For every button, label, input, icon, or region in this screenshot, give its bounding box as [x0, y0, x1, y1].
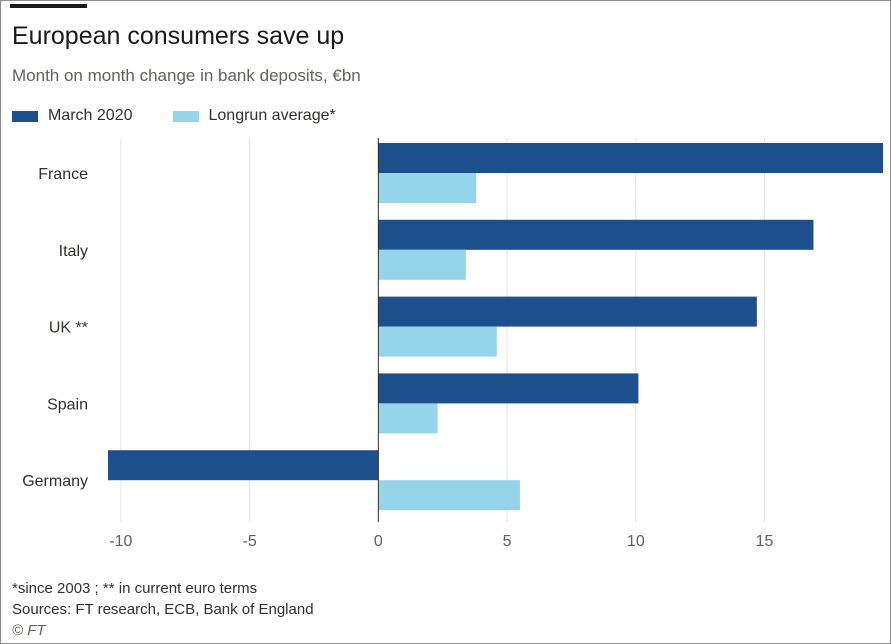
legend-item-longrun-average: Longrun average*	[172, 107, 336, 125]
legend-swatch-longrun-average	[172, 110, 199, 122]
footnote: *since 2003 ; ** in current euro terms	[12, 580, 258, 597]
x-tick-label: 15	[756, 533, 774, 550]
x-tick-label: 10	[627, 533, 645, 550]
top-rule	[10, 4, 87, 8]
legend-label-longrun-average: Longrun average*	[208, 107, 336, 124]
bar-march-2020	[378, 219, 814, 250]
bar-longrun-average	[378, 403, 438, 434]
chart-subtitle: Month on month change in bank deposits, …	[12, 66, 361, 85]
legend-item-march-2020: March 2020	[12, 107, 133, 125]
x-tick-label: 0	[374, 533, 383, 550]
bar-march-2020	[378, 373, 639, 404]
x-tick-label: -5	[242, 533, 256, 550]
bar-longrun-average	[378, 173, 477, 203]
bar-longrun-average	[378, 326, 497, 357]
chart-notes: *since 2003 ; ** in current euro terms S…	[12, 578, 314, 641]
category-label: Spain	[47, 396, 88, 413]
category-label: France	[38, 166, 88, 183]
legend-label-march-2020: March 2020	[48, 107, 133, 124]
x-tick-label: 5	[503, 533, 512, 550]
bar-longrun-average	[378, 249, 466, 280]
legend-swatch-march-2020	[12, 110, 38, 122]
bar-march-2020	[378, 296, 757, 327]
ft-credit: © FT	[12, 622, 46, 639]
bar-march-2020	[108, 450, 379, 481]
category-label: UK **	[49, 320, 88, 337]
x-tick-label: -10	[109, 533, 132, 550]
chart-title: European consumers save up	[12, 22, 345, 50]
category-label: Germany	[22, 473, 88, 490]
bar-march-2020	[378, 143, 883, 173]
bar-longrun-average	[378, 480, 520, 511]
legend: March 2020 Longrun average*	[12, 107, 376, 125]
category-label: Italy	[59, 243, 88, 260]
sources-note: Sources: FT research, ECB, Bank of Engla…	[12, 601, 314, 618]
